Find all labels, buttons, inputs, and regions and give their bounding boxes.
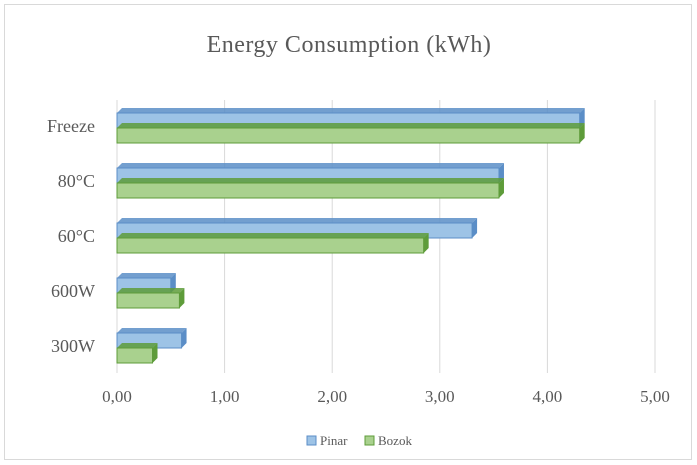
bar-top-face bbox=[117, 163, 504, 168]
bar-chart: Energy Consumption (kWh) Freeze 80°C 60°C 6… bbox=[47, 32, 670, 448]
x-tick-label: 0,00 bbox=[102, 387, 132, 406]
x-tick-label: 3,00 bbox=[425, 387, 455, 406]
bar-front-face bbox=[116, 347, 154, 364]
bar bbox=[116, 178, 504, 199]
bar bbox=[116, 343, 158, 364]
category-label: 60°C bbox=[58, 226, 95, 246]
legend: Pinar Bozok bbox=[306, 433, 412, 448]
bar-top-face bbox=[117, 288, 185, 293]
bar-top-face bbox=[117, 328, 187, 333]
x-tick-labels: 0,00 1,00 2,00 3,00 4,00 5,00 bbox=[102, 387, 670, 406]
bar-front-face bbox=[116, 292, 180, 309]
legend-label-pinar: Pinar bbox=[320, 433, 348, 448]
bars bbox=[116, 108, 585, 364]
legend-swatch-bozok bbox=[364, 435, 375, 446]
bar bbox=[116, 288, 185, 309]
x-tick-label: 5,00 bbox=[640, 387, 670, 406]
bar-top-face bbox=[117, 178, 504, 183]
category-label: Freeze bbox=[47, 116, 95, 136]
legend-label-bozok: Bozok bbox=[378, 433, 412, 448]
bar-top-face bbox=[117, 273, 176, 278]
bar-side-face bbox=[152, 343, 158, 363]
bar-side-face bbox=[579, 123, 585, 143]
bar bbox=[116, 233, 429, 254]
bar-side-face bbox=[498, 178, 504, 198]
x-tick-label: 2,00 bbox=[317, 387, 347, 406]
category-label: 80°C bbox=[58, 171, 95, 191]
bar-top-face bbox=[117, 218, 478, 223]
bar bbox=[116, 328, 187, 349]
category-label: 300W bbox=[51, 336, 95, 356]
bar-top-face bbox=[117, 123, 585, 128]
bar-side-face bbox=[181, 328, 187, 348]
legend-swatch-pinar bbox=[306, 435, 317, 446]
bar-side-face bbox=[179, 288, 185, 308]
chart-frame: Energy Consumption (kWh) Freeze 80°C 60°C 6… bbox=[4, 4, 692, 460]
bar-top-face bbox=[117, 343, 158, 348]
bar-top-face bbox=[117, 108, 585, 113]
category-labels: Freeze 80°C 60°C 600W 300W bbox=[47, 116, 95, 356]
x-tick-label: 1,00 bbox=[210, 387, 240, 406]
bar-top-face bbox=[117, 233, 429, 238]
chart-title: Energy Consumption (kWh) bbox=[207, 32, 492, 58]
bar-side-face bbox=[472, 218, 478, 238]
x-tick-label: 4,00 bbox=[533, 387, 563, 406]
category-label: 600W bbox=[51, 281, 95, 301]
bar-front-face bbox=[116, 127, 581, 144]
bar-front-face bbox=[116, 237, 425, 254]
bar-side-face bbox=[423, 233, 429, 253]
bar-front-face bbox=[116, 182, 500, 199]
bar bbox=[116, 123, 585, 144]
